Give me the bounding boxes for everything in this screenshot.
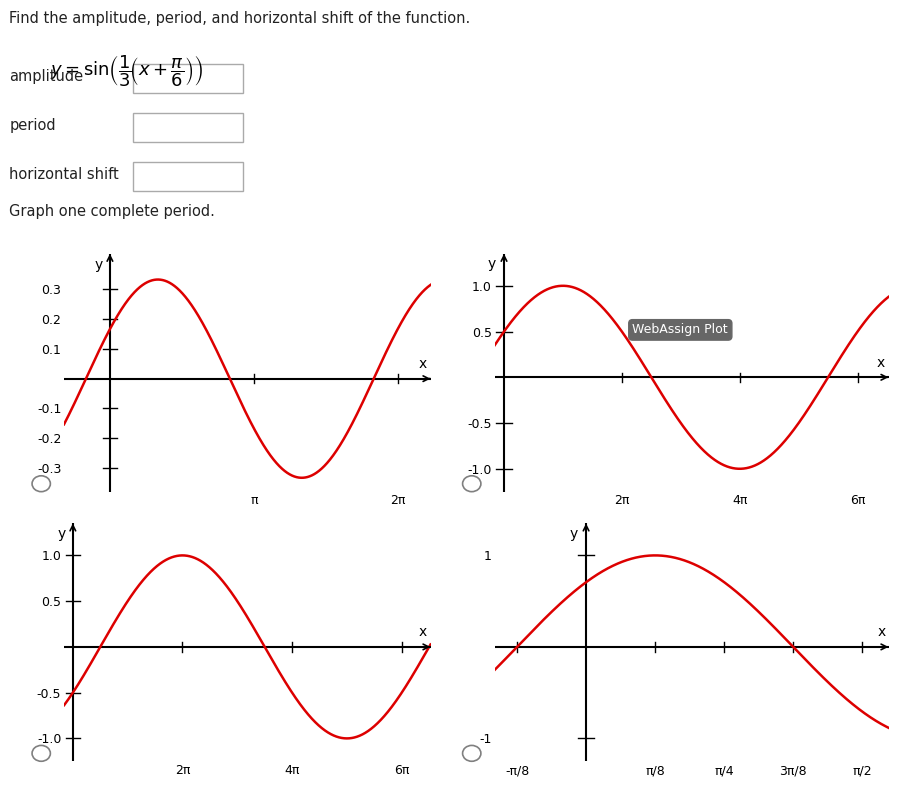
Text: y: y xyxy=(488,258,496,271)
Text: y: y xyxy=(94,258,103,271)
Text: WebAssign Plot: WebAssign Plot xyxy=(632,324,728,336)
FancyBboxPatch shape xyxy=(133,162,243,191)
FancyBboxPatch shape xyxy=(133,64,243,94)
Text: x: x xyxy=(878,626,886,639)
Text: Graph one complete period.: Graph one complete period. xyxy=(9,205,215,220)
Text: x: x xyxy=(419,357,427,371)
Text: horizontal shift: horizontal shift xyxy=(9,167,119,182)
Text: x: x xyxy=(877,356,885,370)
Text: amplitude: amplitude xyxy=(9,69,83,84)
Text: y: y xyxy=(570,527,578,541)
Text: period: period xyxy=(9,118,56,133)
FancyBboxPatch shape xyxy=(133,113,243,142)
Text: y: y xyxy=(58,527,66,541)
Text: Find the amplitude, period, and horizontal shift of the function.: Find the amplitude, period, and horizont… xyxy=(9,11,471,26)
Text: x: x xyxy=(419,626,427,639)
Text: $y = \sin\!\left(\dfrac{1}{3}\!\left(x + \dfrac{\pi}{6}\right)\right)$: $y = \sin\!\left(\dfrac{1}{3}\!\left(x +… xyxy=(50,53,203,89)
